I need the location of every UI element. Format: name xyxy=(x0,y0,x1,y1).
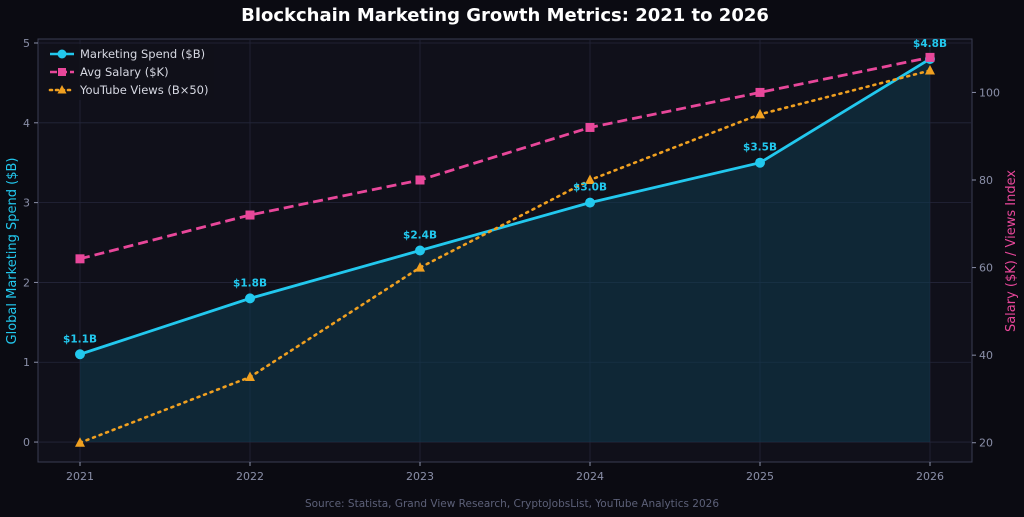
data-label: $3.0B xyxy=(573,182,607,194)
x-tick-label: 2023 xyxy=(406,470,434,483)
point-avg-salary-k xyxy=(755,87,765,97)
y-right-tick-label: 60 xyxy=(979,262,993,275)
data-label: $4.8B xyxy=(913,38,947,50)
y-left-tick-label: 2 xyxy=(23,276,30,289)
source-note: Source: Statista, Grand View Research, C… xyxy=(305,498,719,510)
point-youtube-views-b-50 xyxy=(925,65,935,75)
point-youtube-views-b-50 xyxy=(245,371,255,382)
series-lines xyxy=(78,56,932,445)
data-label: $1.8B xyxy=(233,277,267,289)
point-avg-salary-k xyxy=(415,175,425,185)
point-youtube-views-b-50 xyxy=(75,437,85,447)
series-markers xyxy=(75,52,935,447)
point-avg-salary-k xyxy=(585,122,595,132)
data-label: $1.1B xyxy=(63,333,97,345)
y-right-axis-ticks: 20 40 60 80 100 xyxy=(972,86,1000,450)
point-marketing-spend-b xyxy=(755,157,765,168)
area-marketing-spend-b xyxy=(80,58,930,443)
x-tick-label: 2021 xyxy=(66,470,94,483)
x-tick-label: 2025 xyxy=(746,470,774,483)
line-marketing-spend-b xyxy=(79,57,931,356)
data-label: $3.5B xyxy=(743,142,777,154)
legend: Marketing Spend ($B) Avg Salary ($K) YouTu… xyxy=(44,44,214,100)
y-left-tick-label: 3 xyxy=(23,197,30,210)
area-fill xyxy=(80,58,930,443)
y-right-axis-label: Salary ($K) / Views Index xyxy=(1004,170,1019,332)
y-left-tick-label: 1 xyxy=(23,356,30,369)
data-labels: $1.1B $1.8B $2.4B $3.0B $3.5B $4.8B xyxy=(63,38,947,345)
data-label: $2.4B xyxy=(403,230,437,242)
point-avg-salary-k xyxy=(245,210,255,220)
line-avg-salary-k xyxy=(79,56,931,261)
y-right-tick-label: 20 xyxy=(979,437,993,450)
legend-label-avg-salary-k: Avg Salary ($K) xyxy=(80,65,169,79)
x-tick-label: 2026 xyxy=(916,470,944,483)
point-marketing-spend-b xyxy=(415,245,425,256)
y-left-axis-label: Global Marketing Spend ($B) xyxy=(5,158,20,345)
point-marketing-spend-b xyxy=(585,197,595,208)
point-youtube-views-b-50 xyxy=(415,262,425,272)
point-avg-salary-k xyxy=(75,254,85,264)
point-avg-salary-k xyxy=(925,52,935,62)
y-left-tick-label: 5 xyxy=(23,37,30,50)
x-tick-label: 2024 xyxy=(576,470,604,483)
x-axis-ticks: 2021 2022 2023 2024 2025 2026 xyxy=(66,462,944,483)
legend-label-youtube-views-b-50: YouTube Views (B×50) xyxy=(79,83,209,97)
legend-marker-avg-salary-k xyxy=(58,68,66,76)
point-marketing-spend-b xyxy=(245,293,255,304)
point-youtube-views-b-50 xyxy=(585,174,595,184)
y-left-tick-label: 4 xyxy=(23,117,30,130)
y-right-tick-label: 100 xyxy=(979,86,1000,99)
y-right-tick-label: 80 xyxy=(979,174,993,187)
legend-box xyxy=(44,44,214,100)
x-tick-label: 2022 xyxy=(236,470,264,483)
legend-marker-marketing-spend-b xyxy=(57,49,67,59)
point-marketing-spend-b xyxy=(75,349,85,360)
chart-title: Blockchain Marketing Growth Metrics: 202… xyxy=(241,5,769,26)
legend-marker-youtube-views-b-50 xyxy=(57,85,67,94)
y-left-tick-label: 0 xyxy=(23,436,30,449)
line-youtube-views-b-50 xyxy=(78,69,932,445)
point-youtube-views-b-50 xyxy=(755,108,765,119)
legend-label-marketing-spend-b: Marketing Spend ($B) xyxy=(80,47,205,61)
y-right-tick-label: 40 xyxy=(979,349,993,362)
y-left-axis-ticks: 0 1 2 3 4 5 xyxy=(23,37,38,449)
